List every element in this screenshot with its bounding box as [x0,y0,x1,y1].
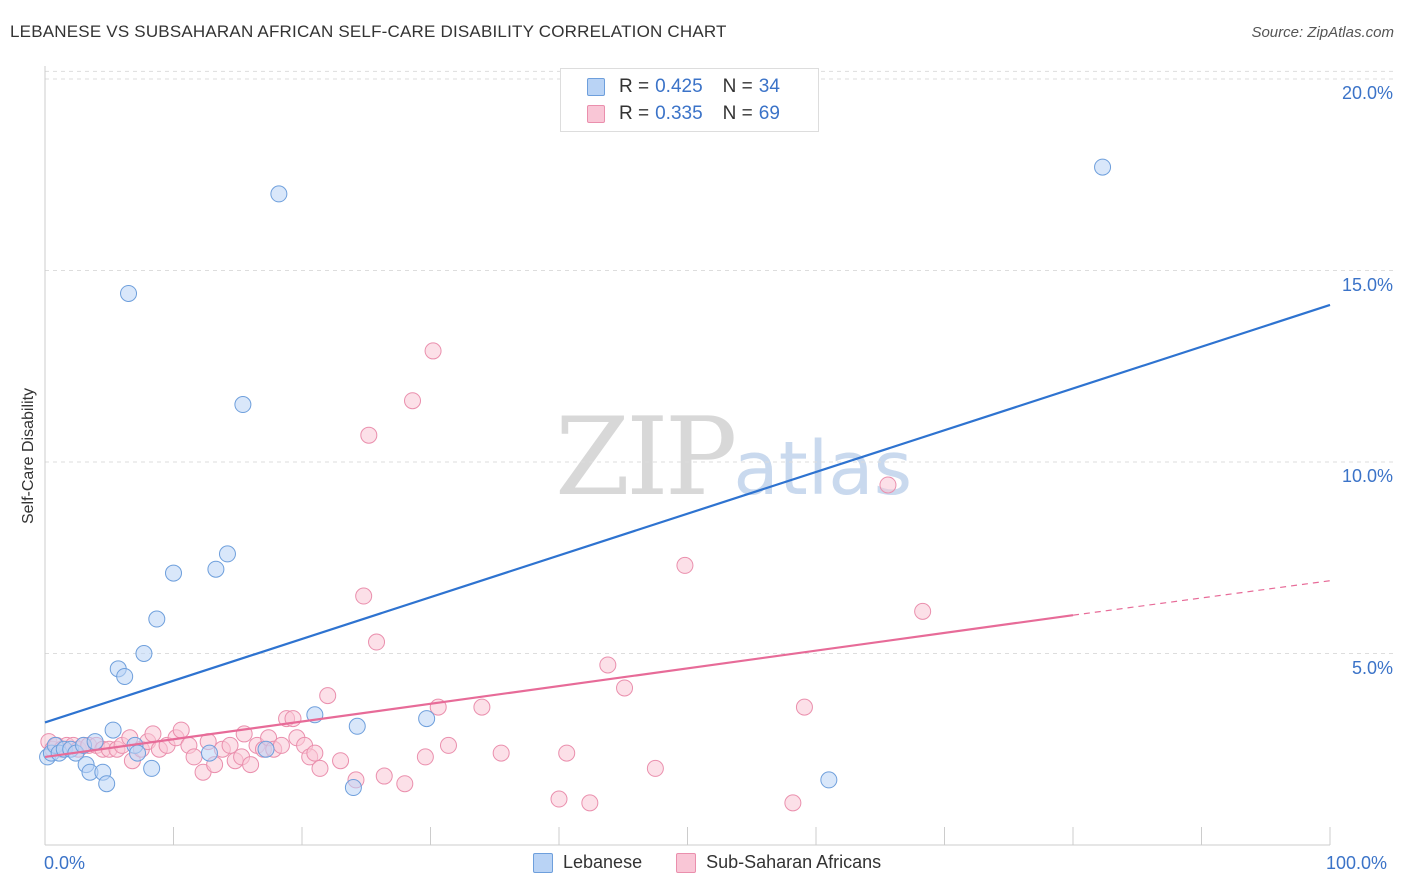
lebanese-point [144,760,160,776]
lebanese-swatch [533,853,553,873]
ssa-point [320,688,336,704]
ssa-point [405,393,421,409]
ssa-swatch [676,853,696,873]
ssa-point [600,657,616,673]
lebanese-swatch [587,78,605,96]
r-value: 0.335 [655,103,703,125]
ssa-point [312,760,328,776]
lebanese-point [99,776,115,792]
lebanese-point [345,780,361,796]
lebanese-point [87,734,103,750]
ssa-point [582,795,598,811]
ssa-point [333,753,349,769]
y-tick-label: 5.0% [1352,658,1393,679]
n-value: 34 [759,76,780,98]
ssa-point [397,776,413,792]
ssa-point [551,791,567,807]
lebanese-point [117,668,133,684]
ssa-point [677,557,693,573]
legend-row-lebanese: R = 0.425 N = 34 [587,75,780,99]
r-label: R = [619,76,649,98]
y-axis-label: Self-Care Disability [20,388,38,524]
ssa-point [559,745,575,761]
lebanese-point [208,561,224,577]
ssa-trendline [45,615,1073,757]
ssa-point [243,757,259,773]
ssa-swatch [587,105,605,123]
legend-item-ssa: Sub-Saharan Africans [676,852,881,873]
lebanese-point [219,546,235,562]
ssa-point [474,699,490,715]
ssa-point [880,477,896,493]
ssa-trendline-extension [1073,581,1330,615]
lebanese-point [821,772,837,788]
scatter-chart [0,0,1406,892]
ssa-point [647,760,663,776]
ssa-point [145,726,161,742]
lebanese-point [166,565,182,581]
ssa-point [425,343,441,359]
y-tick-label: 20.0% [1342,83,1393,104]
trendlines [45,305,1330,757]
ssa-point [356,588,372,604]
ssa-point [307,745,323,761]
ssa-point [915,603,931,619]
lebanese-point [349,718,365,734]
lebanese-point [136,646,152,662]
legend-item-lebanese: Lebanese [533,852,642,873]
ssa-point [440,737,456,753]
lebanese-point [130,745,146,761]
y-tick-label: 10.0% [1342,466,1393,487]
ssa-point [493,745,509,761]
legend-row-ssa: R = 0.335 N = 69 [587,102,780,126]
ssa-point [617,680,633,696]
legend-label: Lebanese [563,852,642,873]
ssa-point [785,795,801,811]
lebanese-trendline [45,305,1330,722]
n-label: N = [723,103,753,125]
lebanese-point [419,711,435,727]
lebanese-point [149,611,165,627]
y-tick-label: 15.0% [1342,275,1393,296]
ssa-point [369,634,385,650]
lebanese-point [235,397,251,413]
gridlines [45,71,1393,653]
lebanese-point [105,722,121,738]
ssa-point [361,427,377,443]
ssa-point [186,749,202,765]
lebanese-point [1095,159,1111,175]
r-label: R = [619,103,649,125]
lebanese-point [201,745,217,761]
ssa-point [173,722,189,738]
lebanese-point [121,285,137,301]
lebanese-points [40,159,1111,795]
legend-label: Sub-Saharan Africans [706,852,881,873]
x-tick-label-min: 0.0% [44,853,85,874]
ssa-point [417,749,433,765]
x-tick-label-max: 100.0% [1326,853,1387,874]
series-legend: Lebanese Sub-Saharan Africans [533,852,915,873]
stats-legend: R = 0.425 N = 34 R = 0.335 N = 69 [560,68,819,132]
ssa-point [376,768,392,784]
ssa-point [273,737,289,753]
lebanese-point [258,741,274,757]
n-value: 69 [759,103,780,125]
ssa-point [796,699,812,715]
axes [45,66,1330,845]
r-value: 0.425 [655,76,703,98]
n-label: N = [723,76,753,98]
lebanese-point [271,186,287,202]
